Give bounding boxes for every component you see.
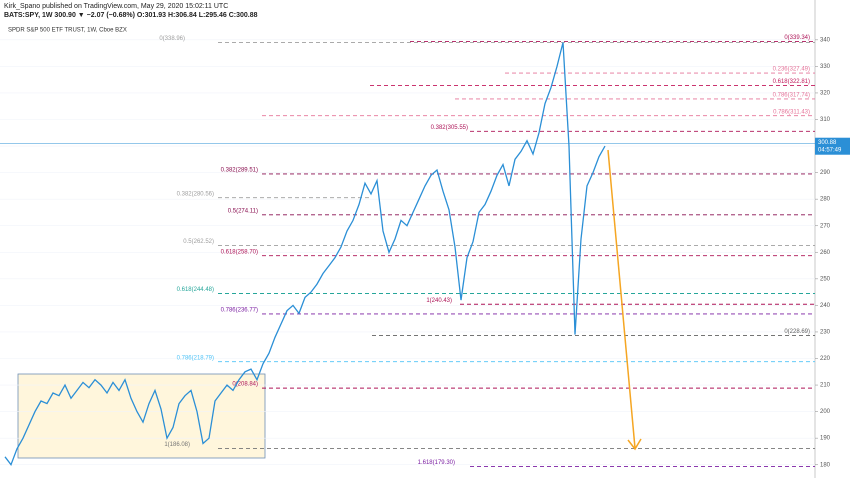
fib-label: 0.786(317.74) xyxy=(773,93,810,99)
y-tick-label: 250 xyxy=(820,276,831,282)
countdown: 04:57:49 xyxy=(818,147,842,153)
fib-label: 0.786(218.79) xyxy=(177,355,214,361)
fib-label: 0.382(280.56) xyxy=(177,191,214,197)
y-tick-label: 260 xyxy=(820,250,831,256)
chart-title: SPDR S&P 500 ETF TRUST, 1W, Cboe BZX xyxy=(8,28,127,34)
y-tick-label: 340 xyxy=(820,37,831,43)
fib-label: 0(339.34) xyxy=(784,35,810,41)
y-tick-label: 320 xyxy=(820,91,831,97)
fib-levels: 0(338.96) 0(339.34) 0.236(327.49) 0.618(322… xyxy=(159,35,815,468)
fib-label: 0(228.69) xyxy=(784,329,810,335)
symbol-info: BATS:SPY, 1W 300.90 ▼ −2.07 (−0.68%) O:3… xyxy=(4,12,258,19)
range-box xyxy=(17,373,266,459)
fib-label: 0.786(236.77) xyxy=(221,308,258,314)
price-axis: 1801902002102202302402502602702802903003… xyxy=(815,37,850,468)
publisher: Kirk_Spano published on TradingView.com,… xyxy=(4,3,228,10)
fib-label: 0.618(244.48) xyxy=(177,287,214,293)
fib-label: 0.382(305.55) xyxy=(431,125,468,131)
price-line xyxy=(4,42,606,467)
y-tick-label: 190 xyxy=(820,436,831,442)
fib-label: 0.786(311.43) xyxy=(773,109,810,115)
y-tick-label: 240 xyxy=(820,303,831,309)
fib-label: 0.5(262.52) xyxy=(183,239,214,245)
y-tick-label: 270 xyxy=(820,223,831,229)
fib-label: 0.236(327.49) xyxy=(773,67,810,73)
y-tick-label: 200 xyxy=(820,409,831,415)
grid xyxy=(0,39,815,466)
y-tick-label: 230 xyxy=(820,330,831,336)
fib-label: 1.618(179.30) xyxy=(418,460,455,466)
y-tick-label: 180 xyxy=(820,462,831,468)
y-tick-label: 210 xyxy=(820,383,831,389)
fib-label: 0(338.96) xyxy=(159,36,185,42)
last-price-label: 300.88 xyxy=(818,140,837,146)
fib-label: 1(240.43) xyxy=(426,298,452,304)
forecast-arrow xyxy=(607,149,636,449)
fib-label: 0.618(322.81) xyxy=(773,79,810,85)
arrow-head xyxy=(627,438,642,451)
y-tick-label: 290 xyxy=(820,170,831,176)
y-tick-label: 280 xyxy=(820,197,831,203)
fib-label: 1(186.08) xyxy=(164,442,190,448)
last-price-tag xyxy=(815,137,850,155)
y-tick-label: 310 xyxy=(820,117,831,123)
fib-label: 0.382(289.51) xyxy=(221,167,258,173)
series xyxy=(0,42,815,467)
fib-label: 0(208.84) xyxy=(232,382,258,388)
y-tick-label: 220 xyxy=(820,356,831,362)
fib-label: 0.5(274.11) xyxy=(228,208,258,214)
y-tick-label: 330 xyxy=(820,64,831,70)
fib-label: 0.618(258.70) xyxy=(221,249,258,255)
